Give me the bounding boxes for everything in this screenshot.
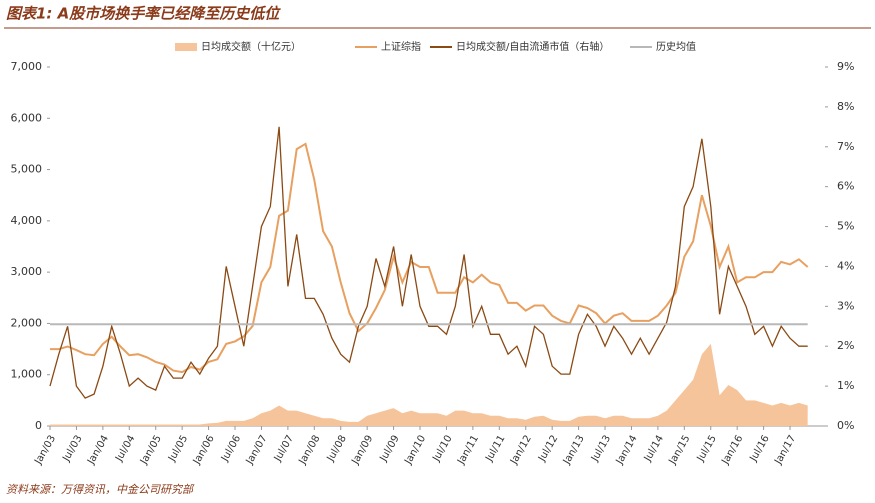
x-tick-label: Jul/09 xyxy=(378,434,402,465)
x-tick-label: Jul/04 xyxy=(113,434,137,465)
y-tick-label: 6,000 xyxy=(11,111,43,124)
legend-label: 日均成交额（十亿元） xyxy=(201,40,301,53)
y-tick-label: 1,000 xyxy=(11,368,43,381)
x-tick-label: Jan/16 xyxy=(720,434,746,468)
series-line xyxy=(49,126,808,399)
x-tick-label: Jul/05 xyxy=(166,434,190,465)
y-tick-label: 7,000 xyxy=(11,60,43,73)
y2-tick-label: 3% xyxy=(837,299,854,312)
x-tick-label: Jul/13 xyxy=(589,434,613,465)
legend-label: 日均成交额/自由流通市值（右轴） xyxy=(456,40,609,53)
legend-label: 历史均值 xyxy=(656,40,696,53)
x-tick-label: Jan/09 xyxy=(350,434,376,468)
x-tick-label: Jul/03 xyxy=(61,434,85,465)
x-tick-label: Jan/03 xyxy=(32,434,58,468)
legend-label: 上证综指 xyxy=(381,40,421,53)
x-tick-label: Jul/14 xyxy=(642,434,666,465)
x-tick-label: Jan/10 xyxy=(402,434,428,468)
y2-tick-label: 6% xyxy=(837,180,854,193)
y2-tick-label: 2% xyxy=(837,339,854,352)
x-tick-label: Jul/07 xyxy=(272,434,296,465)
x-tick-label: Jul/15 xyxy=(695,434,719,465)
x-tick-label: Jul/16 xyxy=(748,434,772,465)
x-tick-label: Jul/06 xyxy=(219,434,243,465)
x-tick-label: Jan/17 xyxy=(772,434,798,468)
x-tick-label: Jan/08 xyxy=(297,434,323,468)
y-tick-label: 0 xyxy=(35,419,42,432)
y-tick-label: 5,000 xyxy=(11,163,43,176)
x-tick-label: Jul/08 xyxy=(325,434,349,465)
y2-tick-label: 9% xyxy=(837,60,854,73)
x-tick-label: Jan/04 xyxy=(85,434,111,468)
x-tick-label: Jan/05 xyxy=(138,434,164,468)
y2-tick-label: 8% xyxy=(837,100,854,113)
x-tick-label: Jan/06 xyxy=(191,434,217,468)
chart-title: 图表1: A股市场换手率已经降至历史低位 xyxy=(6,5,281,23)
series-line xyxy=(50,142,809,374)
y2-tick-label: 0% xyxy=(837,419,854,432)
x-tick-label: Jan/12 xyxy=(508,434,534,468)
y2-tick-label: 4% xyxy=(837,259,854,272)
y-tick-label: 3,000 xyxy=(11,265,43,278)
y-tick-label: 2,000 xyxy=(11,316,43,329)
x-tick-label: Jul/12 xyxy=(536,434,560,465)
y2-tick-label: 1% xyxy=(837,379,854,392)
x-tick-label: Jul/11 xyxy=(483,434,507,465)
x-tick-label: Jul/10 xyxy=(431,434,455,465)
x-tick-label: Jan/13 xyxy=(561,434,587,468)
x-tick-label: Jan/15 xyxy=(667,434,693,468)
x-tick-label: Jan/14 xyxy=(614,434,640,468)
area xyxy=(50,343,808,426)
y2-tick-label: 7% xyxy=(837,140,854,153)
legend-swatch xyxy=(175,43,197,51)
x-tick-label: Jan/07 xyxy=(244,434,270,468)
y2-tick-label: 5% xyxy=(837,220,854,233)
x-tick-label: Jan/11 xyxy=(455,434,481,468)
source-note: 资料来源：万得资讯，中金公司研究部 xyxy=(6,483,195,496)
y-tick-label: 4,000 xyxy=(11,214,43,227)
